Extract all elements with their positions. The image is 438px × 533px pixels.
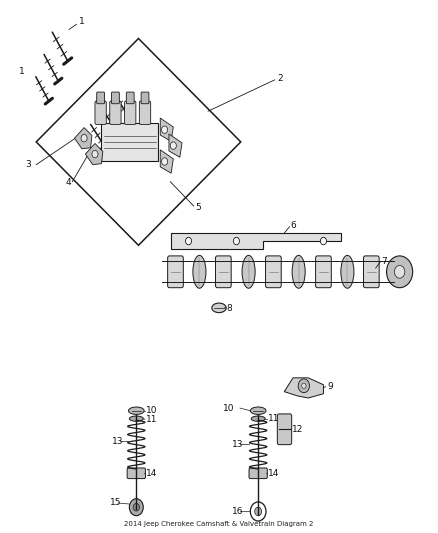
Ellipse shape [193,255,206,288]
Text: 7: 7 [381,257,387,265]
FancyBboxPatch shape [112,92,119,104]
Text: 1: 1 [19,67,25,76]
Text: 12: 12 [292,425,304,434]
Text: 1: 1 [79,17,85,26]
Text: 6: 6 [291,221,297,230]
Text: 10: 10 [146,406,157,415]
Circle shape [92,150,98,158]
Text: 13: 13 [232,440,244,449]
Text: 13: 13 [113,437,124,446]
FancyBboxPatch shape [141,92,149,104]
FancyBboxPatch shape [316,256,331,288]
Circle shape [81,134,87,142]
Text: 4: 4 [66,178,71,187]
Polygon shape [160,150,173,173]
FancyBboxPatch shape [139,101,151,124]
Text: 16: 16 [232,507,244,516]
Circle shape [162,158,168,165]
Ellipse shape [212,303,226,313]
FancyBboxPatch shape [95,101,106,124]
Ellipse shape [292,255,305,288]
Ellipse shape [251,416,265,421]
FancyBboxPatch shape [126,92,134,104]
Circle shape [162,126,168,133]
Ellipse shape [128,407,144,415]
Circle shape [321,237,326,245]
Circle shape [233,237,240,245]
FancyBboxPatch shape [97,92,105,104]
FancyBboxPatch shape [124,101,136,124]
Text: 11: 11 [146,415,157,424]
FancyBboxPatch shape [249,468,267,479]
Text: 9: 9 [327,382,333,391]
Circle shape [302,383,306,389]
Text: 8: 8 [227,304,233,313]
Polygon shape [74,127,92,149]
Text: 14: 14 [146,469,157,478]
Ellipse shape [129,416,143,421]
Polygon shape [169,134,182,157]
FancyBboxPatch shape [364,256,379,288]
FancyBboxPatch shape [215,256,231,288]
FancyBboxPatch shape [127,468,145,479]
Text: 11: 11 [268,414,279,423]
Text: 5: 5 [195,203,201,212]
Ellipse shape [341,255,354,288]
Circle shape [394,265,405,278]
Circle shape [185,237,191,245]
Circle shape [387,256,413,288]
FancyBboxPatch shape [168,256,184,288]
Text: 10: 10 [223,403,235,413]
Polygon shape [284,378,323,398]
Circle shape [133,503,139,511]
FancyBboxPatch shape [110,101,121,124]
Polygon shape [85,143,103,165]
Polygon shape [160,118,173,141]
Text: 15: 15 [110,498,122,507]
Ellipse shape [242,255,255,288]
Circle shape [298,379,310,393]
Circle shape [129,499,143,516]
Circle shape [170,142,177,149]
Circle shape [254,507,261,516]
FancyBboxPatch shape [102,123,158,161]
Text: 2: 2 [278,74,283,83]
Polygon shape [171,233,341,249]
Text: 3: 3 [25,160,31,169]
FancyBboxPatch shape [277,414,292,445]
FancyBboxPatch shape [265,256,281,288]
Text: 14: 14 [268,469,279,478]
Ellipse shape [251,407,266,415]
Text: 2014 Jeep Cherokee Camshaft & Valvetrain Diagram 2: 2014 Jeep Cherokee Camshaft & Valvetrain… [124,521,314,527]
